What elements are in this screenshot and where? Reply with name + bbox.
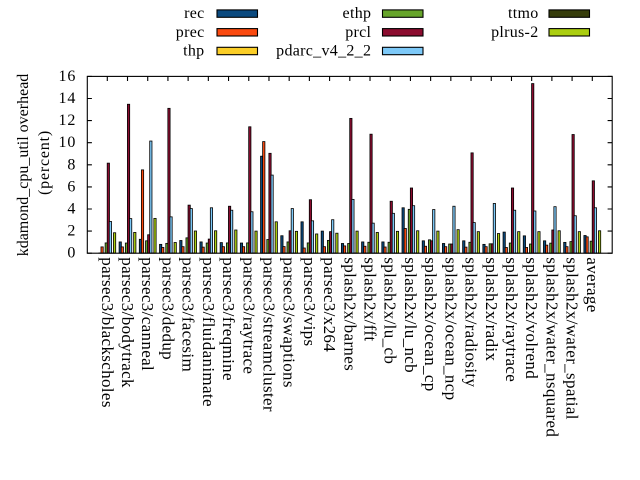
svg-text:parsec3/bodytrack: parsec3/bodytrack: [118, 257, 137, 388]
svg-text:prcl: prcl: [345, 24, 371, 41]
svg-text:splash2x/lu_ncb: splash2x/lu_ncb: [401, 257, 420, 373]
svg-text:parsec3/blackscholes: parsec3/blackscholes: [98, 257, 117, 408]
svg-text:(percent): (percent): [36, 130, 53, 195]
svg-text:parsec3/facesim: parsec3/facesim: [179, 257, 198, 372]
svg-text:0: 0: [67, 245, 76, 262]
svg-text:kdamond_cpu_util overhead: kdamond_cpu_util overhead: [15, 74, 32, 257]
svg-text:parsec3/vips: parsec3/vips: [300, 257, 319, 346]
svg-text:parsec3/canneal: parsec3/canneal: [138, 257, 157, 371]
svg-text:plrus-2: plrus-2: [491, 24, 538, 41]
svg-text:splash2x/water_spatial: splash2x/water_spatial: [563, 257, 582, 420]
svg-text:pdarc_v4_2_2: pdarc_v4_2_2: [276, 43, 371, 60]
svg-text:4: 4: [67, 201, 76, 218]
svg-text:14: 14: [58, 90, 76, 107]
svg-text:6: 6: [67, 178, 76, 195]
svg-text:splash2x/radiosity: splash2x/radiosity: [462, 257, 481, 387]
svg-text:parsec3/dedup: parsec3/dedup: [158, 257, 177, 360]
svg-text:average: average: [583, 257, 602, 312]
svg-text:12: 12: [58, 112, 76, 129]
svg-text:2: 2: [67, 223, 76, 240]
svg-text:parsec3/x264: parsec3/x264: [320, 257, 339, 352]
svg-text:splash2x/ocean_cp: splash2x/ocean_cp: [421, 257, 440, 391]
svg-text:splash2x/volrend: splash2x/volrend: [522, 257, 541, 379]
svg-text:splash2x/fft: splash2x/fft: [361, 257, 380, 341]
svg-text:parsec3/fluidanimate: parsec3/fluidanimate: [199, 257, 218, 407]
svg-text:16: 16: [58, 68, 76, 85]
svg-text:splash2x/lu_cb: splash2x/lu_cb: [381, 257, 400, 364]
svg-text:rec: rec: [184, 5, 204, 22]
svg-text:prec: prec: [176, 24, 205, 41]
svg-text:parsec3/swaptions: parsec3/swaptions: [280, 257, 299, 388]
svg-text:parsec3/streamcluster: parsec3/streamcluster: [259, 257, 278, 412]
svg-text:splash2x/barnes: splash2x/barnes: [340, 257, 359, 371]
svg-text:splash2x/ocean_ncp: splash2x/ocean_ncp: [441, 257, 460, 400]
svg-text:10: 10: [58, 134, 76, 151]
svg-text:parsec3/raytrace: parsec3/raytrace: [239, 257, 258, 374]
svg-text:parsec3/freqmine: parsec3/freqmine: [219, 257, 238, 381]
svg-text:splash2x/radix: splash2x/radix: [482, 257, 501, 361]
svg-text:8: 8: [67, 156, 76, 173]
svg-text:splash2x/raytrace: splash2x/raytrace: [502, 257, 521, 382]
svg-text:thp: thp: [183, 43, 204, 60]
svg-text:ethp: ethp: [343, 5, 372, 22]
svg-text:splash2x/water_nsquared: splash2x/water_nsquared: [542, 257, 561, 437]
svg-text:ttmo: ttmo: [508, 5, 539, 22]
